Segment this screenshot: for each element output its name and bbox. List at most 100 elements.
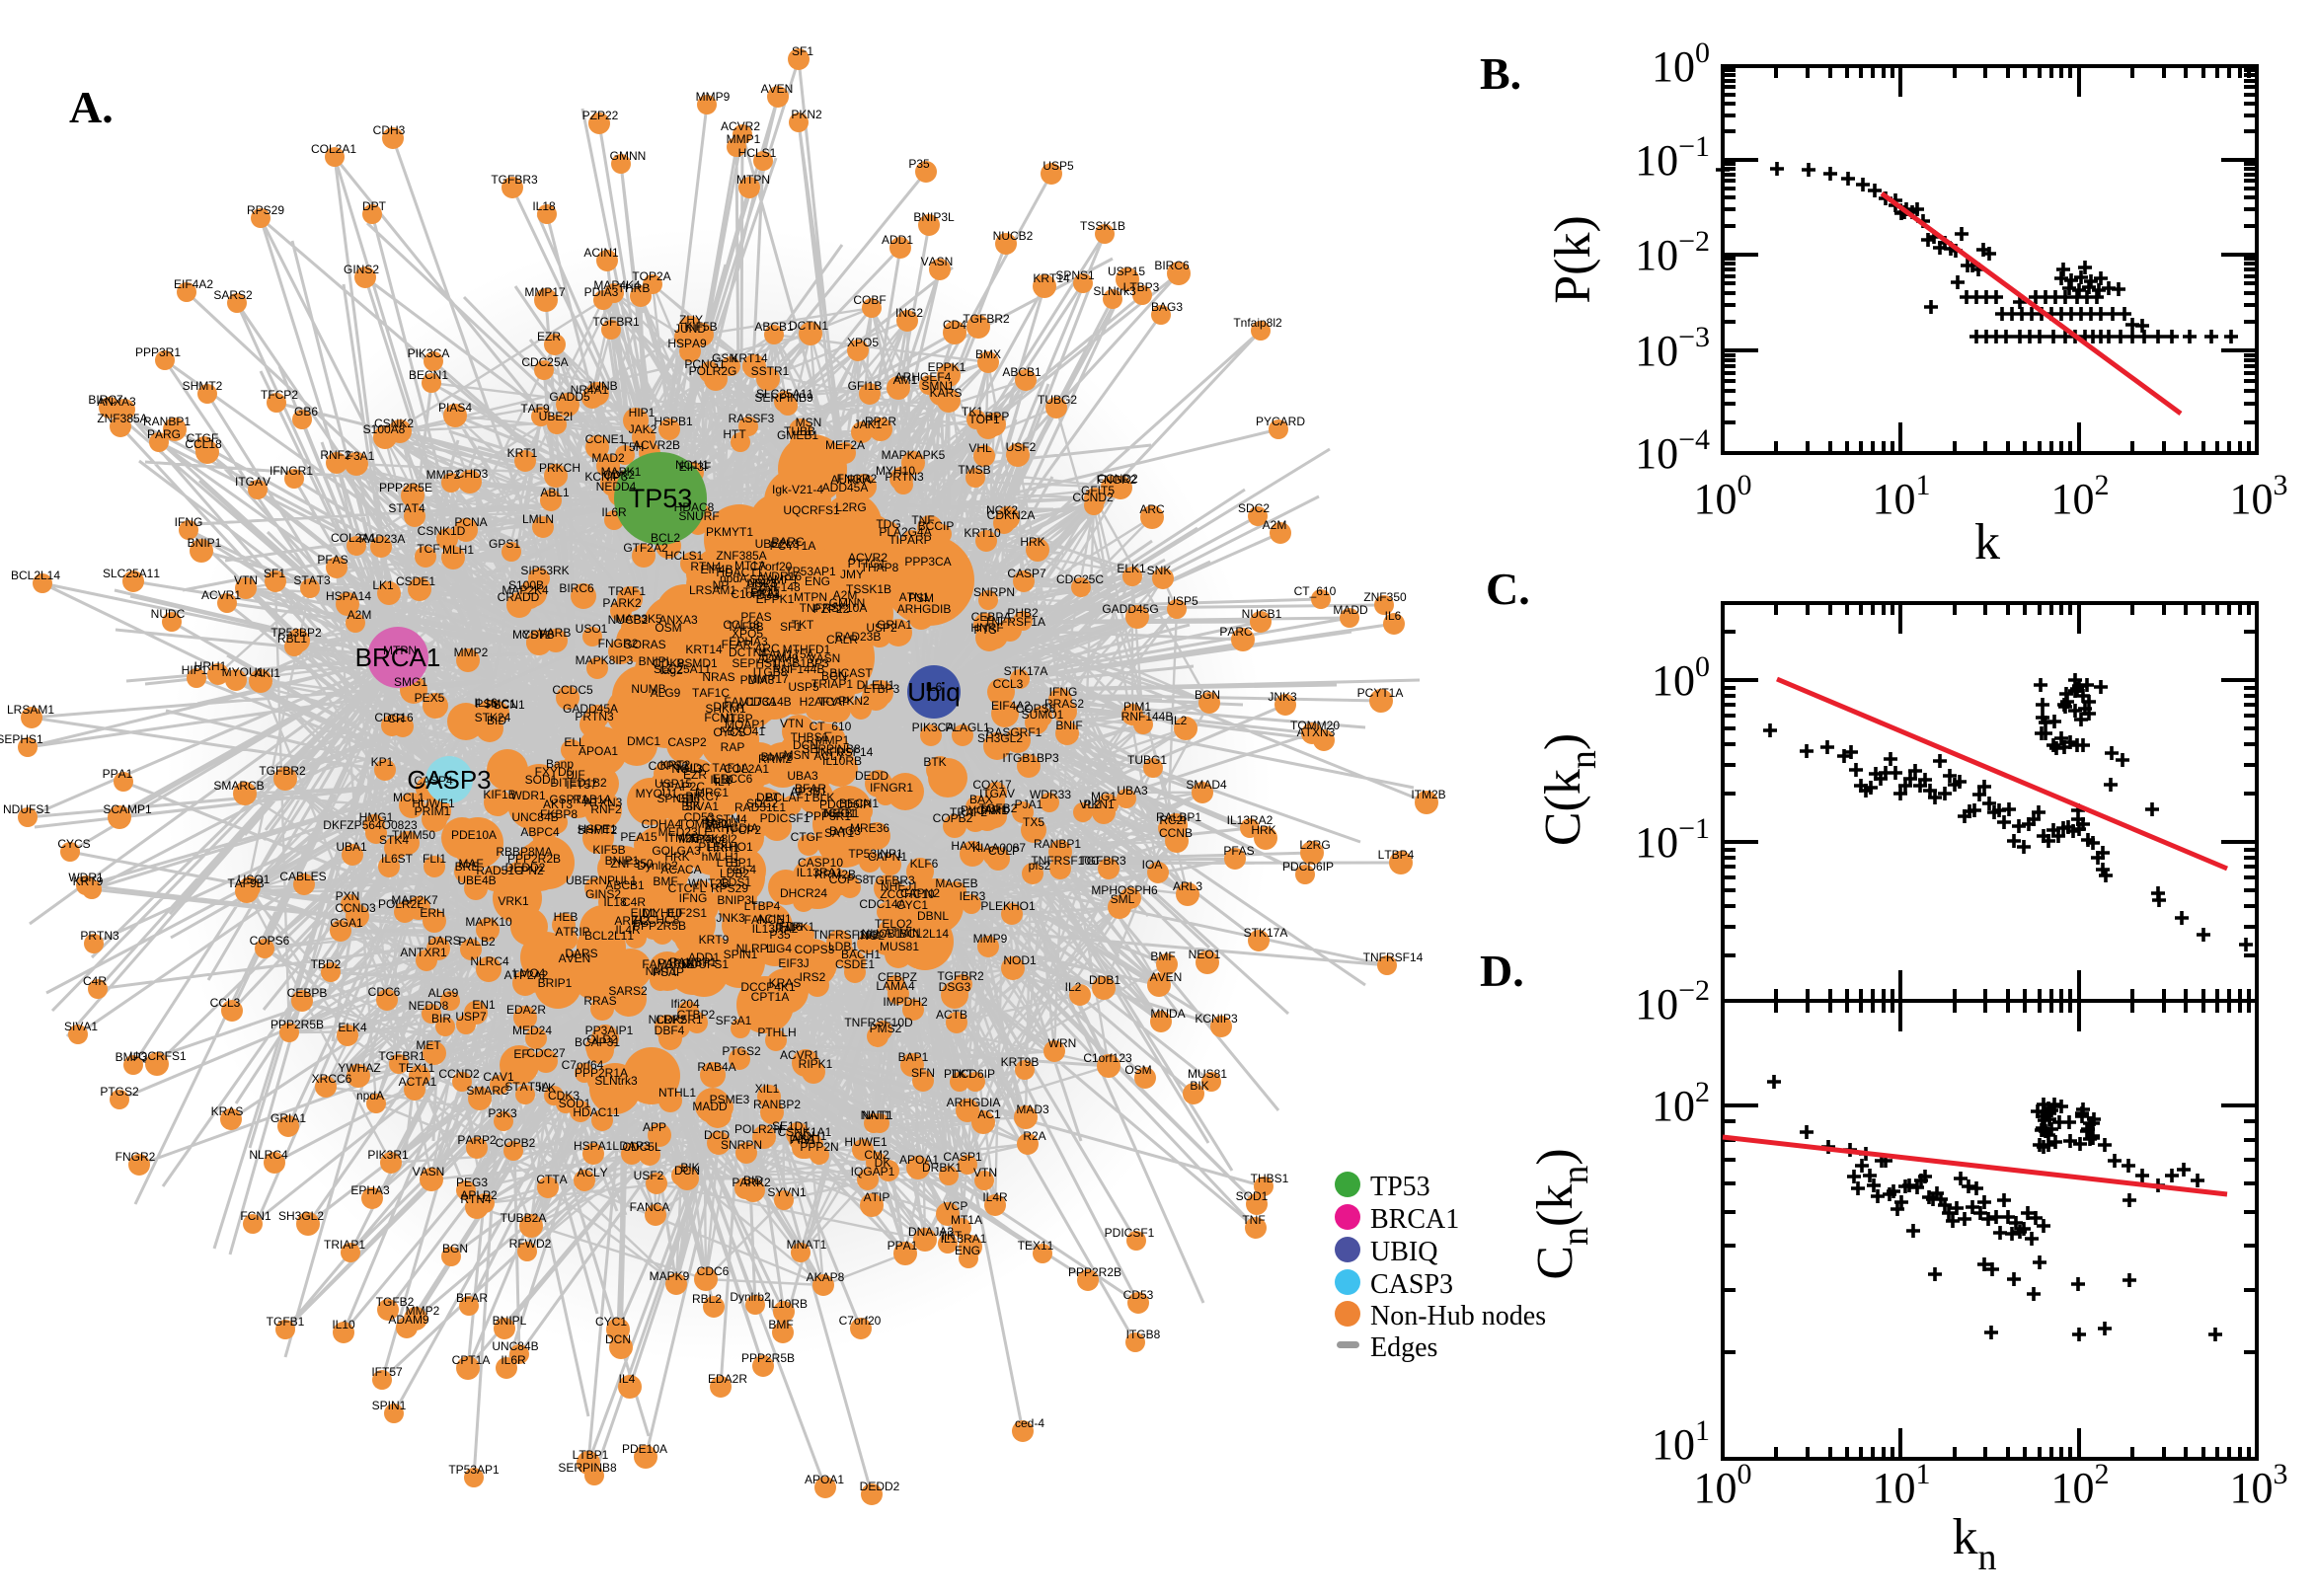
svg-text:MPHOSPH6: MPHOSPH6	[1091, 883, 1158, 897]
svg-text:TKT: TKT	[792, 618, 814, 632]
svg-text:MET: MET	[416, 1038, 441, 1052]
svg-text:TP53: TP53	[629, 484, 693, 513]
svg-text:SSTR1: SSTR1	[751, 364, 790, 378]
svg-text:TK1: TK1	[962, 405, 983, 418]
svg-text:IFNGR1: IFNGR1	[870, 781, 913, 795]
svg-text:BCL2L14: BCL2L14	[11, 569, 60, 582]
svg-text:IMPDH2: IMPDH2	[883, 995, 928, 1009]
svg-text:PPP2R5E: PPP2R5E	[379, 481, 432, 494]
svg-text:TFCP2: TFCP2	[261, 388, 298, 402]
svg-text:IOA: IOA	[1142, 858, 1163, 872]
svg-text:KRT1: KRT1	[507, 446, 538, 460]
svg-text:TCAP: TCAP	[818, 695, 850, 709]
svg-text:CCNE1: CCNE1	[585, 432, 626, 446]
svg-text:MMP9: MMP9	[696, 90, 731, 104]
svg-text:SF1: SF1	[792, 44, 813, 58]
svg-text:LK1: LK1	[372, 578, 394, 592]
svg-text:A.: A.	[69, 82, 114, 132]
svg-text:PLEKHO1: PLEKHO1	[698, 840, 753, 854]
svg-text:SE1D1: SE1D1	[772, 1119, 810, 1133]
svg-text:C7orf20: C7orf20	[839, 1314, 882, 1328]
svg-text:PTGS2: PTGS2	[100, 1085, 139, 1099]
svg-text:TSSK1B: TSSK1B	[846, 582, 891, 596]
svg-text:TGFB2: TGFB2	[376, 1295, 415, 1309]
svg-text:CASP2: CASP2	[667, 735, 707, 749]
svg-text:RTN4: RTN4	[690, 560, 722, 573]
svg-text:BECN1: BECN1	[409, 368, 448, 382]
svg-text:CSDE1: CSDE1	[396, 574, 435, 588]
svg-text:TSSK1B: TSSK1B	[1080, 219, 1125, 233]
svg-text:ILK: ILK	[538, 1081, 556, 1095]
svg-text:PDE10A: PDE10A	[451, 828, 497, 842]
svg-text:TP53AP1: TP53AP1	[448, 1463, 500, 1477]
svg-text:SIP53RK: SIP53RK	[520, 564, 569, 577]
svg-text:BMF: BMF	[768, 1318, 793, 1331]
svg-text:USP5: USP5	[1167, 594, 1198, 608]
svg-text:PEA15: PEA15	[620, 830, 657, 844]
svg-text:ADD45A: ADD45A	[822, 481, 869, 494]
svg-text:MAPK8IP3: MAPK8IP3	[576, 653, 634, 667]
svg-text:USP5: USP5	[788, 680, 819, 694]
svg-text:TNFRSF10C: TNFRSF10C	[1031, 854, 1100, 868]
svg-text:WDR33: WDR33	[1030, 788, 1071, 801]
svg-text:PDE10A: PDE10A	[622, 1442, 667, 1456]
svg-text:PDCD6IP: PDCD6IP	[1282, 860, 1334, 874]
svg-text:UBE2I: UBE2I	[539, 410, 574, 423]
svg-text:SNRPN: SNRPN	[973, 585, 1015, 599]
svg-text:KRAS: KRAS	[211, 1104, 244, 1118]
svg-text:CCDC5: CCDC5	[552, 683, 593, 697]
svg-text:AVEN: AVEN	[1150, 970, 1183, 984]
svg-text:STK24: STK24	[475, 711, 511, 724]
svg-text:A2M: A2M	[347, 608, 372, 622]
svg-text:SARS2: SARS2	[213, 288, 253, 302]
svg-text:CYCS: CYCS	[57, 837, 90, 851]
svg-text:DLEU1: DLEU1	[857, 678, 895, 692]
svg-text:KRT14: KRT14	[1033, 271, 1070, 285]
svg-text:CCL3: CCL3	[993, 677, 1024, 691]
svg-text:PFAS: PFAS	[740, 610, 771, 624]
svg-text:NLRC4: NLRC4	[470, 954, 509, 968]
svg-text:KRT10: KRT10	[964, 526, 1001, 540]
svg-text:TGFBR1: TGFBR1	[592, 315, 640, 329]
svg-text:NTHL1: NTHL1	[658, 1086, 696, 1100]
svg-text:BICAST: BICAST	[829, 666, 873, 680]
svg-text:MNDA: MNDA	[1150, 1007, 1185, 1021]
svg-text:TBD2: TBD2	[311, 957, 342, 971]
svg-text:TOMM20: TOMM20	[1290, 719, 1340, 732]
svg-text:MUS81: MUS81	[1188, 1067, 1227, 1081]
svg-text:TFAP2C: TFAP2C	[659, 780, 705, 794]
svg-text:MAF: MAF	[458, 857, 483, 871]
svg-text:IL6: IL6	[1385, 609, 1402, 623]
svg-text:CDK5R1: CDK5R1	[656, 1013, 703, 1026]
svg-text:IL10RB: IL10RB	[768, 1297, 808, 1311]
svg-text:ARHGDIA: ARHGDIA	[947, 1096, 1001, 1109]
svg-text:P3K3: P3K3	[488, 1106, 517, 1120]
svg-text:EZR: EZR	[537, 330, 561, 343]
svg-text:SMAD4: SMAD4	[1186, 778, 1227, 792]
svg-text:HSPA1L: HSPA1L	[574, 1139, 619, 1153]
svg-text:MNAT1: MNAT1	[787, 1238, 827, 1252]
svg-text:NUCB1: NUCB1	[1242, 607, 1282, 621]
svg-text:CDC27: CDC27	[526, 1046, 566, 1060]
svg-text:HCLS1: HCLS1	[738, 146, 777, 160]
svg-text:SAT1: SAT1	[824, 826, 854, 840]
svg-text:TX5: TX5	[1023, 815, 1044, 829]
svg-text:RRAS: RRAS	[583, 994, 616, 1008]
svg-text:GGA1: GGA1	[330, 916, 363, 930]
svg-text:PFAS: PFAS	[1223, 844, 1254, 858]
svg-text:TRAF1: TRAF1	[608, 584, 646, 598]
svg-text:BIRC6: BIRC6	[559, 581, 594, 595]
svg-text:ADD1: ADD1	[882, 233, 913, 247]
svg-text:GOLGA3: GOLGA3	[652, 844, 701, 858]
svg-text:PEG3: PEG3	[456, 1176, 488, 1189]
svg-text:TUBG2: TUBG2	[1038, 393, 1077, 407]
svg-text:IRS2: IRS2	[800, 970, 826, 984]
svg-text:XPO5: XPO5	[847, 336, 879, 349]
svg-text:CAV1: CAV1	[483, 1070, 514, 1084]
svg-text:k: k	[1974, 514, 2000, 570]
svg-text:ACTA1: ACTA1	[399, 1075, 437, 1089]
svg-text:DPT: DPT	[362, 199, 387, 213]
svg-text:A2M: A2M	[1263, 518, 1287, 532]
svg-text:VCP: VCP	[944, 1199, 968, 1213]
svg-text:COX17: COX17	[972, 778, 1012, 792]
